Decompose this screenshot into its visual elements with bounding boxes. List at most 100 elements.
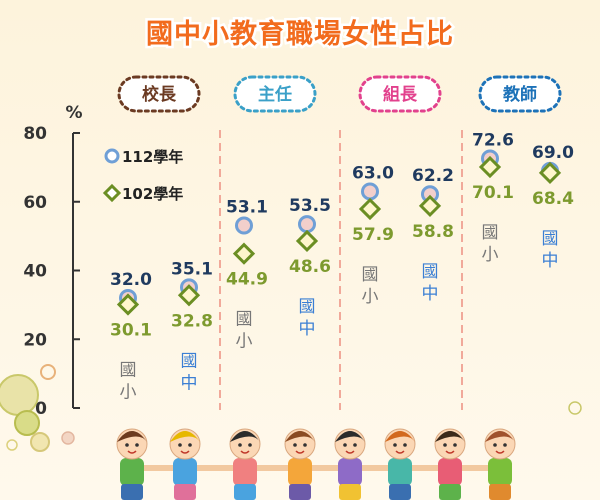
kid-pants <box>174 484 196 500</box>
kid-pants <box>234 484 256 500</box>
kid-mouth <box>180 450 190 454</box>
kid-pants <box>489 484 511 500</box>
kid-hair <box>285 431 315 442</box>
category-label: 國小 <box>362 265 379 307</box>
bubble-decoration <box>14 410 40 436</box>
data-label-102: 44.9 <box>226 270 268 290</box>
legend-diamond-marker <box>102 183 122 203</box>
decorative-bubbles <box>0 364 582 452</box>
category-label: 國小 <box>120 361 137 403</box>
data-point-112 <box>361 182 379 201</box>
data-label-112: 53.5 <box>289 196 331 216</box>
kid-pants <box>339 484 361 500</box>
kid-eye <box>188 443 192 447</box>
kid-figure <box>284 428 316 500</box>
kid-shirt <box>438 458 462 486</box>
kid-mouth <box>127 450 137 454</box>
kid-hair <box>385 431 415 442</box>
kid-shirt <box>288 458 312 486</box>
group-pill <box>233 75 317 113</box>
data-label-112: 69.0 <box>532 143 574 163</box>
kid-figure <box>434 428 466 500</box>
kid-shirt <box>338 458 362 486</box>
data-label-112: 63.0 <box>352 163 394 183</box>
data-point-102 <box>418 194 442 217</box>
data-label-102: 32.8 <box>171 311 213 331</box>
data-point-102 <box>478 155 502 179</box>
kid-figure <box>334 428 366 500</box>
legend-label: 102學年 <box>122 185 183 203</box>
kid-eye <box>453 443 457 447</box>
y-tick-label: 0 <box>35 399 47 419</box>
category-label: 國小 <box>482 223 499 265</box>
data-label-112: 32.0 <box>110 270 152 290</box>
bubble-decoration <box>61 431 75 445</box>
y-tick-label: 80 <box>23 124 47 144</box>
bubble-decoration <box>568 401 582 415</box>
kid-eye <box>135 443 139 447</box>
kid-shirt <box>488 458 512 486</box>
data-label-102: 58.8 <box>412 222 454 242</box>
legend-label: 112學年 <box>122 148 183 166</box>
data-label-102: 70.1 <box>472 183 514 203</box>
kid-figure <box>484 428 516 500</box>
kid-eye <box>125 443 129 447</box>
kid-shirt <box>233 458 257 486</box>
kid-eye <box>353 443 357 447</box>
kid-figure <box>116 428 148 500</box>
kid-mouth <box>240 450 250 454</box>
kid-shirt <box>120 458 144 486</box>
data-point-102 <box>177 284 201 307</box>
kid-eye <box>403 443 407 447</box>
category-label: 國中 <box>181 351 198 393</box>
group-label: 組長 <box>383 84 418 105</box>
data-point-112 <box>298 215 316 234</box>
data-label-112: 53.1 <box>226 197 268 217</box>
chart-title: 國中小教育職場女性占比 <box>146 18 454 50</box>
category-label: 國小 <box>236 310 253 352</box>
data-label-112: 35.1 <box>171 259 213 279</box>
data-point-102 <box>232 242 256 265</box>
category-label: 國中 <box>422 262 439 304</box>
kid-shirt <box>388 458 412 486</box>
kid-shirt <box>173 458 197 486</box>
kid-mouth <box>445 450 455 454</box>
kid-eye <box>178 443 182 447</box>
data-label-102: 48.6 <box>289 257 331 277</box>
data-label-102: 57.9 <box>352 225 394 245</box>
data-label-102: 30.1 <box>110 321 152 341</box>
group-label: 校長 <box>142 84 177 105</box>
data-marks: 32.0 30.1 35.1 32.8 53.1 44.9 53.5 48.6 63.0 57.9… <box>110 130 574 340</box>
kid-figure <box>384 428 416 500</box>
data-label-112: 72.6 <box>472 130 514 150</box>
bubble-decoration <box>40 364 56 380</box>
group-pill <box>478 75 562 113</box>
legend-circle-marker <box>104 148 120 164</box>
data-point-112 <box>235 216 253 235</box>
kid-hair <box>485 431 515 442</box>
group-pill <box>358 75 442 113</box>
group-label: 教師 <box>502 84 537 105</box>
kid-figure <box>169 428 201 500</box>
group-dividers <box>219 130 463 410</box>
kid-hair <box>335 431 365 442</box>
y-axis-unit: % <box>65 103 82 123</box>
kid-figure <box>229 428 261 500</box>
legend: 112學年 102學年 <box>102 148 183 203</box>
y-tick-label: 40 <box>23 262 47 282</box>
kid-eye <box>303 443 307 447</box>
data-point-102 <box>358 197 382 221</box>
y-tick-label: 20 <box>23 330 47 350</box>
category-label: 國中 <box>542 229 559 271</box>
group-labels: 校長 主任 組長 教師 <box>117 75 562 113</box>
y-tick-label: 60 <box>23 193 47 213</box>
kid-eye <box>293 443 297 447</box>
kid-pants <box>289 484 311 500</box>
kid-hair <box>435 431 465 442</box>
kid-pants <box>121 484 143 500</box>
kid-eye <box>343 443 347 447</box>
bubble-decoration <box>6 439 18 451</box>
data-point-102 <box>538 161 562 184</box>
